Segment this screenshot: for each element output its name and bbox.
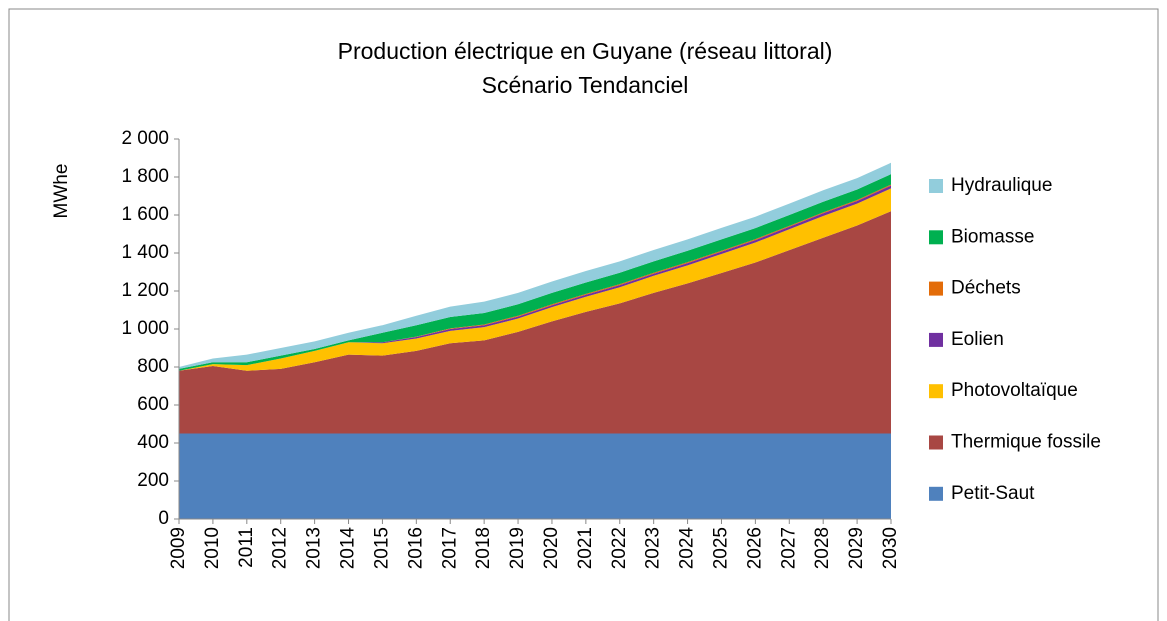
x-tick-label: 2016 xyxy=(405,527,426,569)
legend-label: Biomasse xyxy=(951,226,1034,247)
x-tick-label: 2028 xyxy=(812,527,833,569)
x-tick-label: 2027 xyxy=(778,527,799,569)
legend-swatch xyxy=(929,179,943,193)
area xyxy=(179,211,891,434)
x-tick-label: 2010 xyxy=(202,527,223,569)
x-tick-label: 2026 xyxy=(744,527,765,569)
y-tick-label: 1 600 xyxy=(121,204,169,225)
x-tick-label: 2024 xyxy=(677,527,698,570)
y-tick-label: 1 800 xyxy=(121,166,169,187)
x-tick-label: 2020 xyxy=(541,527,562,569)
x-tick-label: 2011 xyxy=(236,527,257,568)
x-tick-label: 2021 xyxy=(575,527,596,569)
x-tick-label: 2015 xyxy=(371,527,392,569)
y-tick-label: 1 400 xyxy=(121,242,169,263)
x-tick-label: 2022 xyxy=(609,527,630,569)
x-tick-label: 2009 xyxy=(168,527,189,569)
x-tick-label: 2019 xyxy=(507,527,528,569)
y-axis-label: MWhe xyxy=(51,164,72,219)
x-tick-label: 2023 xyxy=(643,527,664,569)
legend-label: Déchets xyxy=(951,278,1021,299)
area xyxy=(179,433,891,519)
legend-label: Hydraulique xyxy=(951,175,1052,196)
y-tick-label: 1 000 xyxy=(121,318,169,339)
y-tick-label: 1 200 xyxy=(121,280,169,301)
legend-swatch xyxy=(929,281,943,296)
x-tick-label: 2014 xyxy=(338,527,359,570)
legend-label: Eolien xyxy=(951,329,1004,350)
legend-label: Petit-Saut xyxy=(951,483,1035,504)
chart-subtitle: Scénario Tendanciel xyxy=(482,72,689,98)
y-tick-label: 2 000 xyxy=(121,128,169,149)
x-tick-label: 2029 xyxy=(846,527,867,569)
x-tick-label: 2025 xyxy=(710,527,731,569)
legend-swatch xyxy=(929,435,943,450)
x-tick-label: 2030 xyxy=(880,527,901,569)
y-tick-label: 400 xyxy=(137,432,169,453)
chart-title: Production électrique en Guyane (réseau … xyxy=(338,38,833,64)
x-tick-label: 2013 xyxy=(304,527,325,569)
legend-label: Thermique fossile xyxy=(951,432,1101,453)
legend-swatch xyxy=(929,332,943,347)
x-tick-label: 2018 xyxy=(473,527,494,569)
legend-swatch xyxy=(929,486,943,501)
y-tick-label: 800 xyxy=(137,356,169,377)
y-tick-label: 600 xyxy=(137,394,169,415)
legend-swatch xyxy=(929,230,943,245)
legend-swatch xyxy=(929,384,943,399)
x-tick-label: 2017 xyxy=(439,527,460,569)
x-tick-label: 2012 xyxy=(270,527,291,569)
legend-label: Photovoltaïque xyxy=(951,380,1078,401)
y-tick-label: 0 xyxy=(158,508,169,529)
y-tick-label: 200 xyxy=(137,470,169,491)
